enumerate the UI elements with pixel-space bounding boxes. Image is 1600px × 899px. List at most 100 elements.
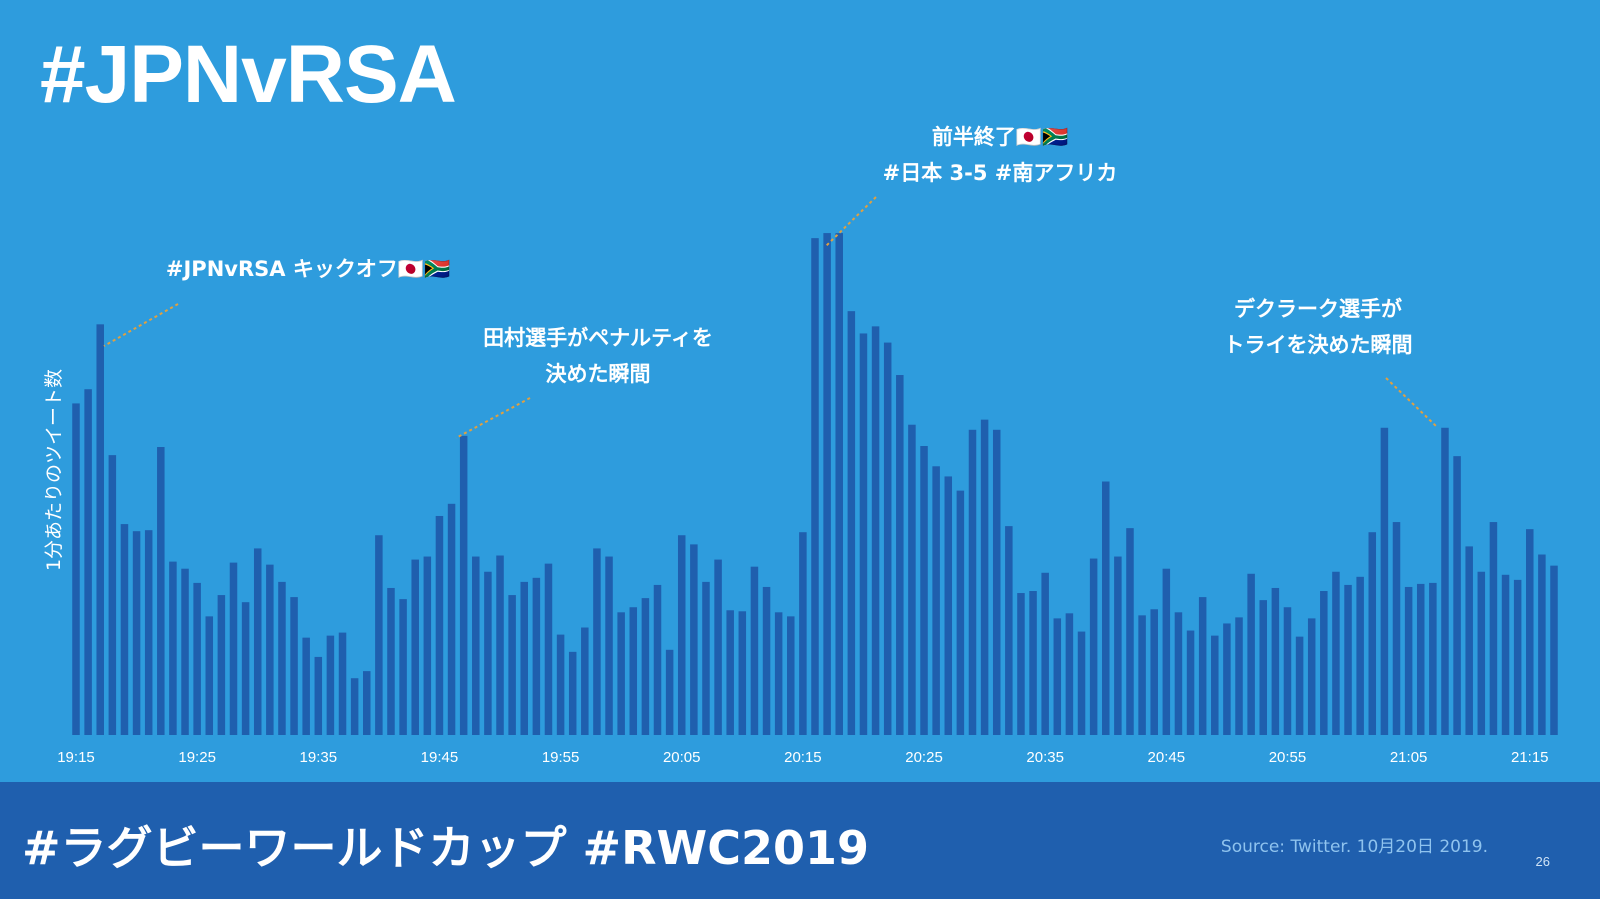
bar: [363, 671, 371, 735]
bar: [908, 424, 916, 735]
bar: [399, 599, 407, 735]
bar: [132, 531, 141, 735]
x-tick-label: 20:35: [1026, 749, 1064, 766]
bar: [811, 238, 819, 735]
bar: [1235, 617, 1243, 735]
annotation-leader-line: [825, 196, 877, 247]
page-number: 26: [1535, 854, 1550, 869]
bar: [1017, 593, 1025, 735]
bar: [847, 311, 856, 735]
x-tick-label: 20:05: [663, 749, 701, 766]
bar: [556, 634, 565, 735]
bar: [1283, 607, 1292, 735]
bar: [423, 556, 432, 735]
annotation-label: トライを決めた瞬間: [1224, 333, 1413, 357]
bar: [992, 429, 1001, 735]
annotation-label: #JPNvRSA キックオフ🇯🇵🇿🇦: [166, 257, 450, 281]
bar: [1550, 565, 1558, 735]
bar: [1126, 528, 1134, 735]
bar: [1332, 571, 1340, 735]
x-tick-label: 19:15: [57, 749, 95, 766]
bar: [181, 568, 189, 735]
bar: [144, 530, 153, 735]
bar: [1077, 631, 1086, 735]
bar: [968, 429, 977, 735]
bar: [96, 324, 104, 735]
bar: [1320, 591, 1328, 735]
x-tick-label: 19:45: [421, 749, 459, 766]
bar: [726, 610, 734, 735]
source-note: Source: Twitter. 10月20日 2019.: [1220, 837, 1488, 857]
bar: [871, 326, 880, 735]
bar: [253, 548, 262, 735]
bar: [1344, 584, 1352, 735]
bar: [447, 503, 456, 735]
x-tick-label: 19:55: [542, 749, 580, 766]
tweets-per-minute-chart: 19:15 19:25 19:35 19:45 19:55 20:05 20:15 20:25…: [43, 125, 1558, 766]
bar: [799, 532, 807, 735]
bar: [1465, 546, 1473, 735]
bar: [835, 233, 843, 735]
bar: [665, 649, 674, 735]
bar: [774, 612, 783, 735]
bar: [1513, 579, 1522, 735]
annotation-label: 田村選手がペナルティを: [483, 326, 713, 350]
bar: [435, 515, 444, 735]
bar: [1065, 613, 1074, 735]
bar: [956, 490, 965, 735]
bar: [677, 535, 686, 735]
bar: [1053, 618, 1062, 735]
bar: [920, 446, 928, 735]
bar: [1295, 636, 1304, 735]
bar: [169, 561, 177, 735]
bar: [1162, 568, 1171, 735]
bar: [581, 627, 589, 735]
bar: [520, 581, 528, 735]
bar: [896, 375, 904, 735]
bar: [1089, 558, 1098, 735]
bar: [750, 566, 759, 735]
bar: [1247, 573, 1255, 735]
bar: [459, 435, 468, 735]
bar: [1453, 456, 1461, 735]
bar: [593, 548, 601, 735]
bar: [1174, 612, 1183, 735]
bar: [1501, 574, 1510, 735]
bar: [653, 584, 662, 735]
bar: [375, 535, 383, 735]
bar: [314, 656, 323, 735]
bar: [641, 598, 650, 735]
bar: [508, 595, 516, 735]
bar: [1489, 522, 1498, 735]
bar: [980, 419, 989, 735]
bar: [605, 556, 613, 735]
bar: [1041, 572, 1049, 735]
footer-bar: #ラグビーワールドカップ #RWC2019 Source: Twitter. 1…: [0, 782, 1600, 899]
bar: [157, 447, 165, 735]
bar: [278, 581, 286, 735]
bar: [229, 562, 238, 735]
bar: [1186, 630, 1195, 735]
bar: [1138, 615, 1146, 735]
bar: [1526, 529, 1534, 735]
bar: [1416, 583, 1425, 735]
bar: [205, 616, 214, 735]
bar: [241, 602, 250, 735]
bar: [738, 611, 747, 735]
bar: [108, 455, 117, 735]
bar: [1150, 609, 1158, 735]
bar: [1307, 618, 1316, 735]
bar: [1198, 597, 1207, 735]
bar: [1114, 556, 1122, 735]
bar: [472, 556, 480, 735]
bar: [1441, 427, 1449, 735]
x-tick-label: 21:15: [1511, 749, 1549, 766]
footer-hashtags: #ラグビーワールドカップ #RWC2019: [22, 821, 870, 875]
bar: [387, 587, 395, 735]
bar: [484, 571, 492, 735]
bar: [690, 544, 698, 735]
x-tick-label: 20:45: [1148, 749, 1186, 766]
bar: [120, 524, 129, 735]
annotation-label: #日本 3-5 #南アフリカ: [883, 161, 1118, 185]
y-axis-label: 1分あたりのツイート数: [43, 369, 65, 571]
